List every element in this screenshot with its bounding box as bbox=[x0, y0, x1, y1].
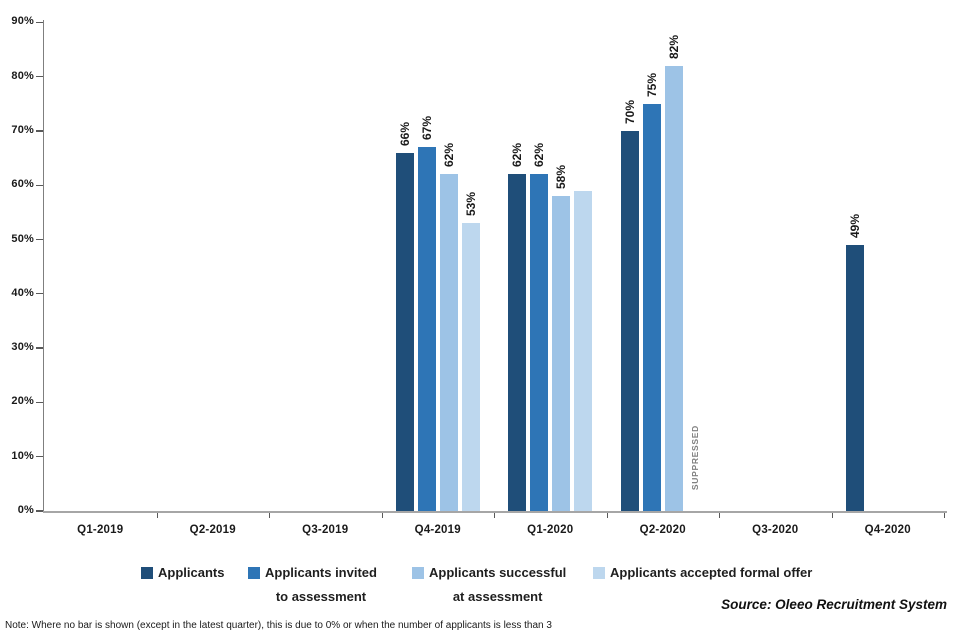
x-axis-line bbox=[42, 511, 947, 514]
bar-q2-2020-series-3 bbox=[664, 65, 683, 511]
x-axis-tick bbox=[269, 513, 271, 518]
bar-value-label: 62% bbox=[510, 143, 525, 168]
bar-value-label: 58% bbox=[554, 165, 569, 190]
y-axis-tick bbox=[36, 238, 43, 241]
bar-value-label: 82% bbox=[666, 34, 681, 59]
legend-item-successful: Applicants successful at assessment bbox=[412, 565, 566, 604]
y-axis-tick bbox=[36, 130, 43, 132]
y-axis-label: 0% bbox=[17, 504, 34, 516]
legend-item-accepted: Applicants accepted formal offer bbox=[593, 565, 812, 589]
x-axis-tick bbox=[381, 513, 383, 518]
y-axis-line bbox=[42, 20, 44, 513]
bar-q4-2019-series-4 bbox=[461, 223, 480, 511]
bar-q4-2019-series-1 bbox=[395, 152, 414, 511]
bar-value-label: 75% bbox=[644, 72, 659, 97]
x-axis-tick bbox=[944, 513, 946, 518]
bar-value-label: 49% bbox=[847, 213, 862, 238]
legend-item-invited: Applicants invited to assessment bbox=[248, 565, 377, 604]
x-axis-label: Q2-2019 bbox=[189, 524, 236, 536]
legend-label: Applicants successful bbox=[429, 565, 567, 580]
x-axis-label: Q4-2020 bbox=[864, 524, 911, 536]
x-axis-label: Q3-2020 bbox=[752, 524, 799, 536]
bar-value-label: 62% bbox=[532, 143, 547, 168]
bar-value-label: 67% bbox=[419, 116, 434, 141]
bar-q1-2020-series-1 bbox=[508, 174, 527, 511]
y-axis-tick bbox=[36, 456, 43, 458]
x-axis-label: Q1-2020 bbox=[527, 524, 574, 536]
legend-label: Applicants bbox=[158, 565, 225, 580]
x-axis-tick bbox=[494, 513, 496, 518]
legend-swatch-applicants bbox=[141, 566, 153, 579]
bar-q4-2019-series-2 bbox=[417, 147, 436, 511]
y-axis-label: 60% bbox=[11, 178, 34, 191]
y-axis-label: 20% bbox=[11, 395, 34, 408]
bar-q1-2020-series-4 bbox=[574, 190, 593, 511]
y-axis-label: 70% bbox=[11, 123, 34, 136]
bar-q1-2020-series-2 bbox=[530, 174, 549, 511]
legend-label-line2: to assessment bbox=[275, 589, 367, 604]
bar-q2-2020-series-1 bbox=[620, 130, 639, 511]
y-axis-label: 30% bbox=[11, 341, 34, 354]
y-axis-label: 90% bbox=[11, 15, 34, 28]
footnote: Note: Where no bar is shown (except in t… bbox=[5, 620, 552, 631]
bar-value-label: 53% bbox=[463, 192, 478, 217]
suppressed-annotation: SUPPRESSED bbox=[690, 424, 701, 490]
x-axis-tick bbox=[156, 513, 158, 518]
bar-value-label: 70% bbox=[622, 99, 637, 124]
x-axis-label: Q3-2019 bbox=[302, 524, 349, 536]
x-axis-label: Q4-2019 bbox=[414, 524, 461, 536]
y-axis-label: 50% bbox=[11, 232, 34, 245]
y-axis-label: 10% bbox=[11, 449, 34, 462]
y-axis-label: 40% bbox=[11, 286, 34, 299]
x-axis-tick bbox=[831, 513, 833, 518]
source-text: Source: Oleeo Recruitment System bbox=[721, 597, 947, 612]
bar-value-label: 62% bbox=[441, 143, 456, 168]
y-axis-tick bbox=[36, 401, 43, 404]
bar-q4-2019-series-3 bbox=[439, 174, 458, 511]
legend-label-line2: at assessment bbox=[452, 589, 543, 604]
bar-q1-2020-series-3 bbox=[552, 196, 571, 511]
legend-label: Applicants invited bbox=[265, 565, 377, 580]
y-axis-tick bbox=[36, 347, 43, 349]
legend-swatch-successful bbox=[412, 566, 424, 579]
bar-q2-2020-series-2 bbox=[642, 103, 661, 511]
y-axis-tick bbox=[36, 184, 43, 186]
legend-item-applicants: Applicants bbox=[141, 565, 224, 589]
legend-label: Applicants accepted formal offer bbox=[610, 565, 813, 580]
x-axis-tick bbox=[606, 513, 608, 518]
y-axis-tick bbox=[36, 510, 43, 512]
bar-value-label: 66% bbox=[397, 121, 412, 146]
y-axis-tick bbox=[36, 21, 43, 23]
bar-q4-2020-series-1 bbox=[845, 244, 864, 511]
x-axis-tick bbox=[719, 513, 721, 518]
y-axis-tick bbox=[36, 75, 43, 78]
x-axis-label: Q1-2019 bbox=[77, 524, 124, 536]
y-axis-tick bbox=[36, 293, 43, 295]
y-axis-label: 80% bbox=[11, 69, 34, 82]
legend-swatch-invited bbox=[248, 566, 260, 579]
legend-swatch-accepted bbox=[593, 566, 605, 579]
x-axis-label: Q2-2020 bbox=[639, 524, 686, 536]
